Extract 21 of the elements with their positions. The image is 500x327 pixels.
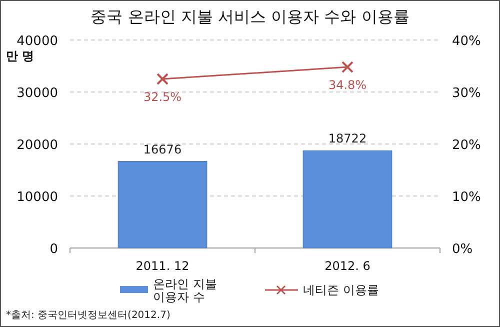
y-tick-label: 0	[50, 242, 58, 257]
y2-tick-label: 20%	[452, 138, 481, 153]
y2-tick-label: 10%	[452, 190, 481, 205]
x-tick-label: 2012. 6	[324, 259, 370, 273]
y2-tick-label: 30%	[452, 86, 481, 101]
y-tick-label: 10000	[16, 190, 58, 205]
legend-label: 네티즌 이용률	[303, 283, 379, 297]
y-tick-label: 20000	[16, 138, 58, 153]
data-label: 18722	[328, 132, 367, 146]
y-axis-title: 만 명	[6, 49, 34, 63]
y-tick-label: 30000	[16, 86, 58, 101]
chart-title: 중국 온라인 지불 서비스 이용자 수와 이용률	[90, 7, 410, 26]
y2-tick-label: 0%	[452, 242, 473, 257]
data-label: 32.5%	[143, 90, 182, 104]
x-tick-label: 2011. 12	[136, 259, 190, 273]
text: *출처: 중국인터넷정보센터(2012.7)	[6, 310, 170, 321]
y-tick-label: 40000	[16, 34, 58, 49]
data-label: 16676	[143, 142, 182, 156]
y2-tick-label: 40%	[452, 34, 481, 49]
legend-label: 온라인 지불 이용자 수	[153, 277, 217, 304]
data-label: 34.8%	[328, 78, 367, 92]
